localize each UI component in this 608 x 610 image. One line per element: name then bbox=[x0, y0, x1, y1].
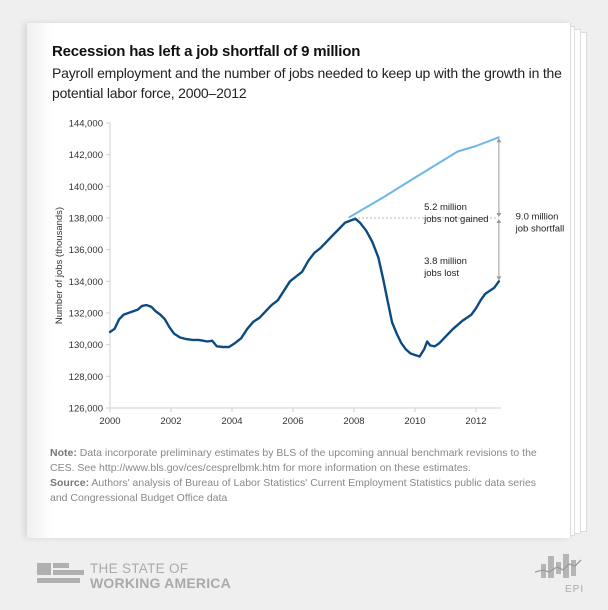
y-tick-label: 132,000 bbox=[69, 309, 103, 320]
source-paragraph: Source: Authors' analysis of Bureau of L… bbox=[50, 476, 555, 506]
x-tick-label: 2012 bbox=[465, 416, 486, 427]
chart-notes: Note: Data incorporate preliminary estim… bbox=[50, 446, 555, 506]
wordmark-line-1: THE STATE OF bbox=[90, 561, 189, 576]
state-of-working-america-logo-icon bbox=[37, 563, 84, 583]
arrow-head-up bbox=[496, 138, 502, 143]
y-tick-label: 142,000 bbox=[69, 150, 103, 161]
annotation-jobs-not-gained: jobs not gained bbox=[423, 214, 488, 225]
y-tick-label: 136,000 bbox=[69, 245, 103, 256]
arrow-head-up bbox=[496, 219, 502, 223]
series-line-payroll-employment bbox=[108, 217, 501, 358]
arrow-head-down bbox=[496, 276, 502, 281]
wordmark-line-2: WORKING AMERICA bbox=[90, 575, 231, 591]
y-tick-label: 138,000 bbox=[69, 214, 103, 225]
y-tick-label: 126,000 bbox=[69, 404, 103, 415]
y-tick-label: 144,000 bbox=[69, 119, 103, 130]
x-tick-label: 2002 bbox=[160, 416, 181, 427]
series-line-potential-labor-force bbox=[348, 136, 500, 219]
y-tick-label: 128,000 bbox=[69, 372, 103, 383]
x-tick-label: 2006 bbox=[282, 416, 303, 427]
chart-subtitle: Payroll employment and the number of job… bbox=[52, 65, 562, 101]
state-of-working-america-wordmark: THE STATE OF WORKING AMERICA bbox=[90, 561, 231, 591]
x-tick-label: 2010 bbox=[404, 416, 425, 427]
annotation-job-shortfall: job shortfall bbox=[515, 224, 565, 235]
note-label: Note: bbox=[50, 447, 77, 459]
note-text: Data incorporate preliminary estimates b… bbox=[50, 447, 537, 474]
annotation-jobs-lost: jobs lost bbox=[423, 268, 459, 279]
annotation-jobs-not-gained: 5.2 million bbox=[424, 202, 467, 213]
y-tick-label: 130,000 bbox=[69, 340, 103, 351]
x-tick-label: 2008 bbox=[343, 416, 364, 427]
epi-wordmark: EPI bbox=[565, 584, 585, 595]
source-label: Source: bbox=[50, 477, 90, 489]
y-tick-label: 134,000 bbox=[69, 277, 103, 288]
annotation-jobs-lost: 3.8 million bbox=[424, 256, 467, 267]
epi-logo-icon bbox=[535, 554, 582, 578]
y-axis-label: Number of jobs (thousands) bbox=[54, 207, 65, 324]
y-tick-label: 140,000 bbox=[69, 182, 103, 193]
chart-title: Recession has left a job shortfall of 9 … bbox=[52, 43, 361, 60]
annotation-job-shortfall: 9.0 million bbox=[516, 212, 559, 223]
line-chart: 126,000 128,000 130,000 132,000 134,000 136,0… bbox=[54, 119, 565, 428]
source-text: Authors' analysis of Bureau of Labor Sta… bbox=[50, 477, 537, 504]
x-tick-label: 2000 bbox=[99, 416, 120, 427]
x-tick-label: 2004 bbox=[221, 416, 242, 427]
chart-card: Recession has left a job shortfall of 9 … bbox=[27, 23, 571, 538]
note-paragraph: Note: Data incorporate preliminary estim… bbox=[50, 446, 555, 476]
arrow-head-down bbox=[496, 213, 502, 217]
